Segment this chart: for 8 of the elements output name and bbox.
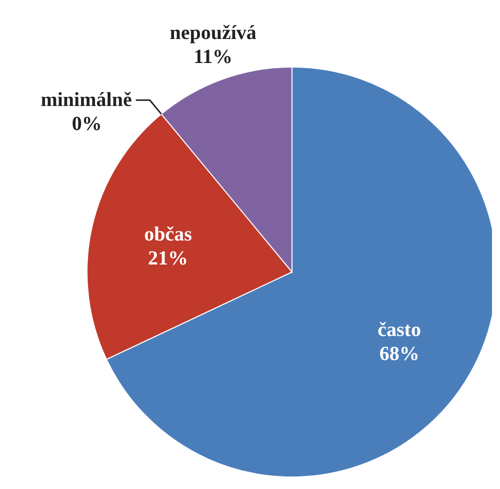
slice-label: nepoužívá — [170, 22, 256, 44]
text: 0% — [72, 113, 102, 136]
data-label: 21% — [148, 247, 188, 270]
data-label: 11% — [194, 46, 233, 68]
data-label: 68% — [379, 343, 420, 366]
slice-label: často — [378, 319, 421, 342]
slice-label: občas — [144, 223, 192, 246]
legend-label: minimálně — [40, 89, 132, 112]
